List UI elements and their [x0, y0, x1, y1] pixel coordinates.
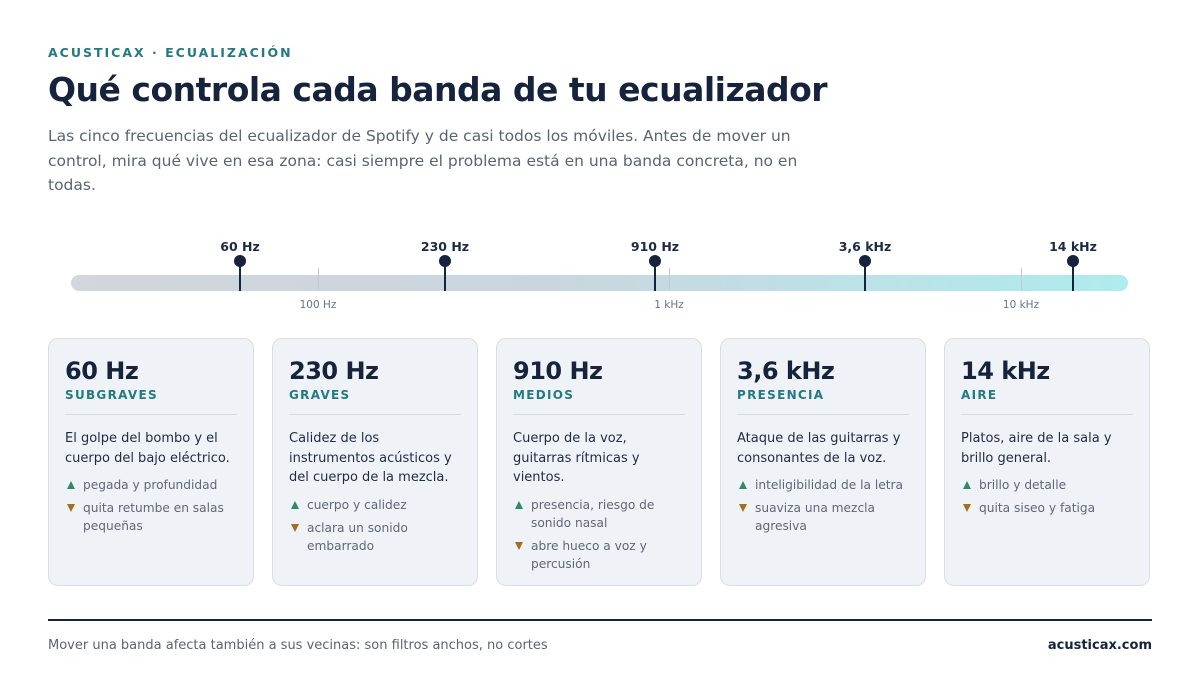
card-band-name: MEDIOS [513, 388, 685, 415]
effect-text: brillo y detalle [979, 478, 1067, 492]
triangle-up-icon [291, 500, 299, 509]
eyebrow: ACUSTICAX · ECUALIZACIÓN [48, 45, 293, 60]
card-frequency: 3,6 kHz [737, 357, 835, 385]
cut-effect: abre hueco a voz y percusión [513, 537, 685, 573]
effects-list: presencia, riesgo de sonido nasal abre h… [513, 496, 685, 573]
marker-stem [654, 264, 656, 291]
marker-label: 14 kHz [1049, 239, 1097, 254]
decade-label: 10 kHz [1002, 299, 1040, 311]
cut-effect: quita siseo y fatiga [961, 499, 1133, 517]
cut-effect: aclara un sonido embarrado [289, 519, 461, 555]
boost-effect: brillo y detalle [961, 476, 1133, 494]
effect-text: quita siseo y fatiga [979, 501, 1096, 515]
card-description: Ataque de las guitarras y consonantes de… [737, 431, 901, 466]
card-band-name: SUBGRAVES [65, 388, 237, 415]
triangle-down-icon [291, 523, 299, 532]
triangle-down-icon [515, 541, 523, 550]
card-frequency: 230 Hz [289, 357, 379, 385]
band-card-60hz: 60 Hz SUBGRAVES El golpe del bombo y el … [48, 338, 254, 586]
effect-text: cuerpo y calidez [307, 497, 407, 512]
card-description: El golpe del bombo y el cuerpo del bajo … [65, 431, 230, 466]
cut-effect: suaviza una mezcla agresiva [737, 499, 909, 535]
card-description: Calidez de los instrumentos acústicos y … [289, 431, 452, 485]
card-band-name: PRESENCIA [737, 388, 909, 415]
effect-text: pegada y profundidad [83, 478, 218, 492]
frequency-scale: 100 Hz 1 kHz 10 kHz 60 Hz 230 Hz 910 Hz … [0, 230, 1200, 320]
band-cards: 60 Hz SUBGRAVES El golpe del bombo y el … [48, 338, 1152, 590]
frequency-bar [71, 275, 1128, 291]
marker-pin-icon [439, 255, 451, 267]
card-band-name: GRAVES [289, 388, 461, 415]
band-card-230hz: 230 Hz GRAVES Calidez de los instrumento… [272, 338, 478, 586]
effect-text: abre hueco a voz y percusión [531, 538, 647, 571]
triangle-down-icon [963, 504, 971, 512]
marker-stem [864, 264, 866, 291]
site-link[interactable]: acusticax.com [1047, 638, 1152, 653]
marker-stem [444, 264, 446, 291]
marker-label: 230 Hz [420, 239, 470, 254]
marker-label: 910 Hz [630, 239, 680, 254]
triangle-down-icon [739, 504, 747, 512]
triangle-down-icon [67, 504, 75, 512]
decade-tick [669, 268, 670, 290]
page-title: Qué controla cada banda de tu ecualizado… [48, 70, 828, 109]
intro-text: Las cinco frecuencias del ecualizador de… [48, 127, 798, 194]
marker-pin-icon [1067, 255, 1079, 267]
card-frequency: 14 kHz [961, 357, 1050, 385]
band-card-14khz: 14 kHz AIRE Platos, aire de la sala y br… [944, 338, 1150, 586]
boost-effect: pegada y profundidad [65, 476, 237, 494]
boost-effect: cuerpo y calidez [289, 496, 461, 514]
boost-effect: inteligibilidad de la letra [737, 476, 909, 494]
card-frequency: 60 Hz [65, 357, 139, 385]
footer-divider [48, 619, 1152, 621]
footer-note: Mover una banda afecta también a sus vec… [48, 638, 548, 653]
effect-text: suaviza una mezcla agresiva [755, 501, 875, 533]
triangle-up-icon [515, 500, 523, 509]
marker-pin-icon [234, 255, 246, 267]
card-description: Cuerpo de la voz, guitarras rítmicas y v… [513, 431, 640, 485]
card-frequency: 910 Hz [513, 357, 603, 385]
marker-stem [1072, 264, 1074, 291]
marker-pin-icon [859, 255, 871, 267]
marker-stem [239, 264, 241, 291]
effects-list: pegada y profundidad quita retumbe en sa… [65, 476, 237, 535]
band-card-3-6khz: 3,6 kHz PRESENCIA Ataque de las guitarra… [720, 338, 926, 586]
marker-label: 60 Hz [220, 239, 260, 254]
effects-list: inteligibilidad de la letra suaviza una … [737, 476, 909, 535]
effects-list: cuerpo y calidez aclara un sonido embarr… [289, 496, 461, 555]
decade-label: 1 kHz [654, 299, 684, 311]
card-band-name: AIRE [961, 388, 1133, 415]
cut-effect: quita retumbe en salas pequeñas [65, 499, 237, 535]
effect-text: presencia, riesgo de sonido nasal [531, 497, 655, 530]
triangle-up-icon [963, 481, 971, 489]
triangle-up-icon [67, 481, 75, 489]
decade-tick [1021, 268, 1022, 290]
card-description: Platos, aire de la sala y brillo general… [961, 431, 1112, 466]
boost-effect: presencia, riesgo de sonido nasal [513, 496, 685, 532]
decade-label: 100 Hz [299, 299, 337, 311]
effect-text: quita retumbe en salas pequeñas [83, 501, 224, 533]
effect-text: inteligibilidad de la letra [755, 478, 903, 492]
decade-tick [318, 268, 319, 290]
triangle-up-icon [739, 481, 747, 489]
band-card-910hz: 910 Hz MEDIOS Cuerpo de la voz, guitarra… [496, 338, 702, 586]
marker-label: 3,6 kHz [838, 239, 892, 254]
effects-list: brillo y detalle quita siseo y fatiga [961, 476, 1133, 517]
effect-text: aclara un sonido embarrado [307, 520, 408, 553]
marker-pin-icon [649, 255, 661, 267]
